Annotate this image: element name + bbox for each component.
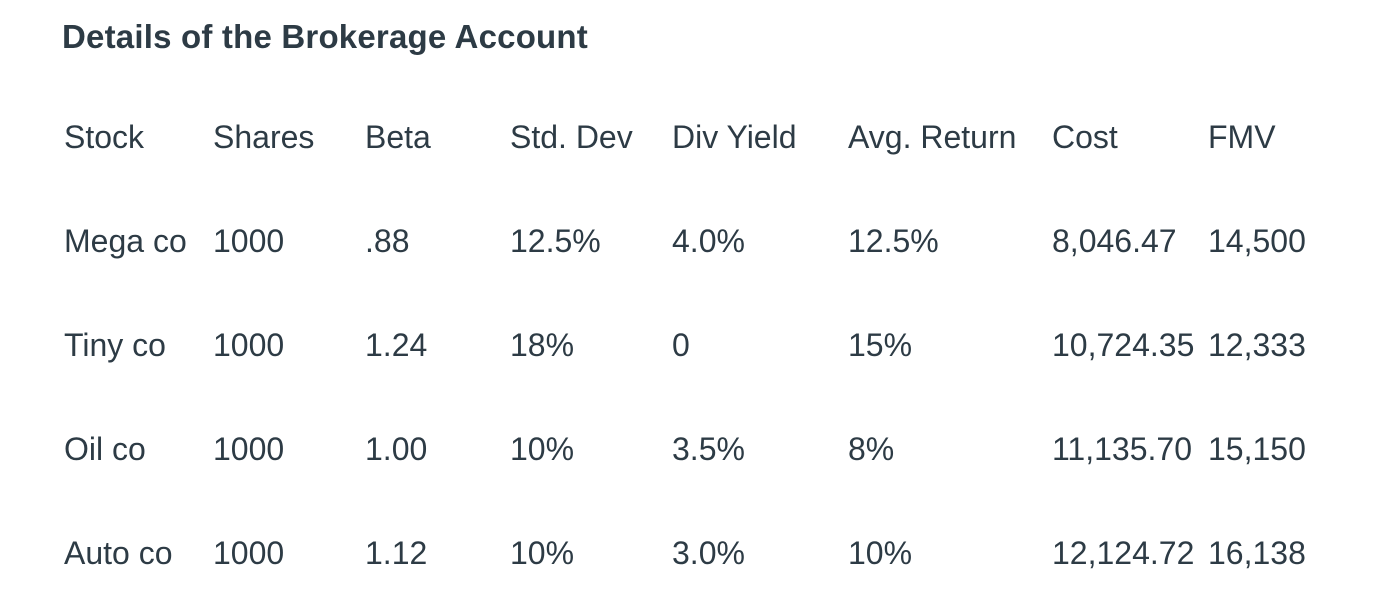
- column-header-beta: Beta: [365, 119, 431, 155]
- table-cell: 15,150: [1208, 431, 1306, 467]
- table-cell: Oil co: [64, 431, 146, 467]
- table-cell: 1000: [213, 431, 285, 467]
- column-header-div-yield: Div Yield: [672, 119, 797, 155]
- table-cell: 11,135.70: [1052, 431, 1192, 467]
- page-title: Details of the Brokerage Account: [62, 18, 588, 55]
- table-cell: Mega co: [64, 223, 187, 259]
- table-cell: 8,046.47: [1052, 223, 1177, 259]
- table-cell: 12,333: [1208, 327, 1306, 363]
- table-cell: 8%: [848, 431, 895, 467]
- table-cell: 3.5%: [672, 431, 745, 467]
- table-cell: 3.0%: [672, 535, 745, 571]
- table-cell: 1000: [213, 223, 285, 259]
- table-cell: 12.5%: [510, 223, 601, 259]
- brokerage-table: Stock Shares Beta Std. Dev Div Yield Avg. Ret…: [64, 85, 1380, 604]
- table-cell: 18%: [510, 327, 575, 363]
- table-cell: 1000: [213, 327, 285, 363]
- table-cell: 4.0%: [672, 223, 745, 259]
- table-cell: 12,124.72: [1052, 535, 1195, 571]
- table-cell: 0: [672, 327, 690, 363]
- table-cell: 1000: [213, 535, 285, 571]
- table-cell: 10%: [510, 535, 575, 571]
- column-header-cost: Cost: [1052, 119, 1118, 155]
- column-header-std-dev: Std. Dev: [510, 119, 633, 155]
- table-row: Tiny co 1000 1.24 18% 0 15% 10,724.35 12,333: [64, 293, 1380, 397]
- table-header: Stock Shares Beta Std. Dev Div Yield Avg. Ret…: [64, 85, 1380, 189]
- table-cell: 1.00: [365, 431, 428, 467]
- table-cell: 10,724.35: [1052, 327, 1195, 363]
- table-body: Mega co 1000 .88 12.5% 4.0% 12.5% 8,046.47 14,5…: [64, 189, 1380, 604]
- table-cell: 15%: [848, 327, 913, 363]
- table-cell: .88: [365, 223, 410, 259]
- column-header-shares: Shares: [213, 119, 315, 155]
- table-cell: 16,138: [1208, 535, 1306, 571]
- table-cell: 10%: [510, 431, 575, 467]
- table-cell: 12.5%: [848, 223, 939, 259]
- table-row: Mega co 1000 .88 12.5% 4.0% 12.5% 8,046.47 14,5…: [64, 189, 1380, 293]
- table-row: Oil co 1000 1.00 10% 3.5% 8% 11,135.70 15,150: [64, 397, 1380, 501]
- table-cell: 1.24: [365, 327, 428, 363]
- table-cell: 14,500: [1208, 223, 1306, 259]
- table-cell: Tiny co: [64, 327, 166, 363]
- table-cell: 1.12: [365, 535, 428, 571]
- table-header-row: Stock Shares Beta Std. Dev Div Yield Avg. Ret…: [64, 85, 1380, 189]
- column-header-fmv: FMV: [1208, 119, 1276, 155]
- column-header-avg-return: Avg. Return: [848, 119, 1017, 155]
- table-cell: 10%: [848, 535, 913, 571]
- column-header-stock: Stock: [64, 119, 145, 155]
- table-row: Auto co 1000 1.12 10% 3.0% 10% 12,124.72 16,138: [64, 501, 1380, 604]
- table-cell: Auto co: [64, 535, 173, 571]
